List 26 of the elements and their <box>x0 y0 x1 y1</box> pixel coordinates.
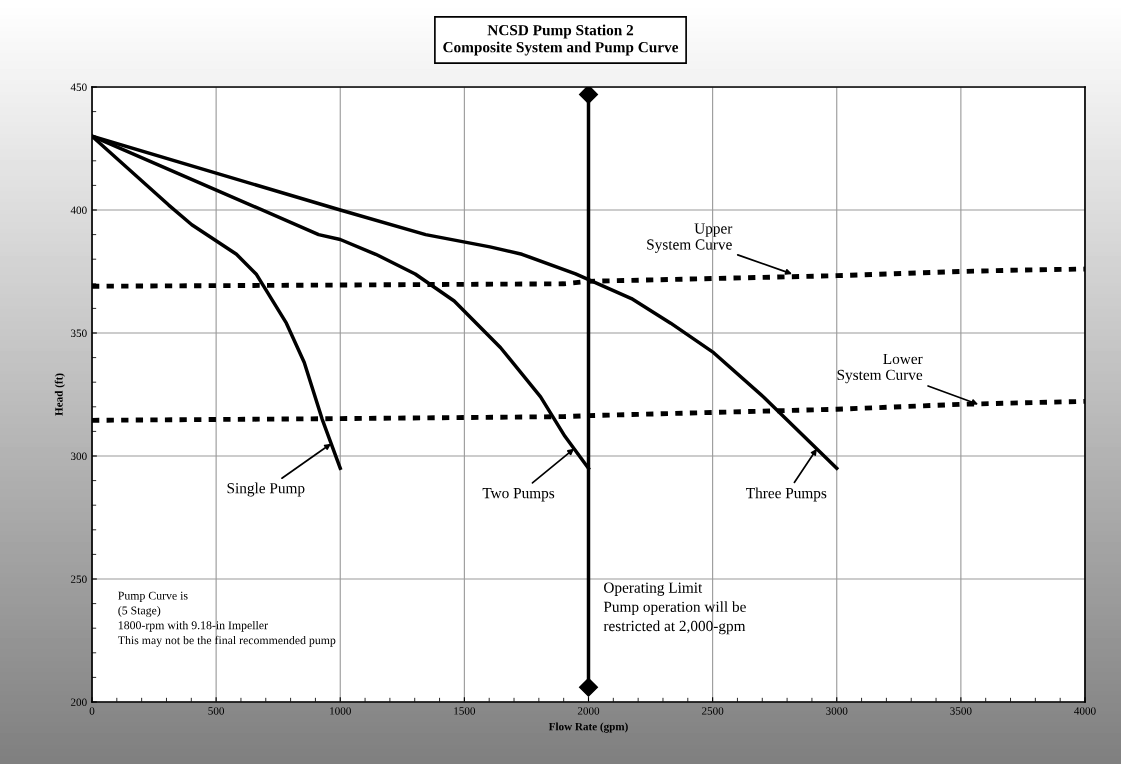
x-tick-label: 2500 <box>702 707 724 715</box>
x-tick-label: 4000 <box>1074 707 1096 715</box>
x-tick-label: 2000 <box>577 707 600 715</box>
y-tick-label: 400 <box>70 206 87 214</box>
y-axis-title: Head (ft) <box>54 373 65 416</box>
annotation: Single Pump <box>227 482 305 497</box>
y-tick-label: 200 <box>70 698 87 706</box>
x-tick-label: 500 <box>208 707 225 715</box>
x-axis-title: Flow Rate (gpm) <box>548 722 628 733</box>
x-tick-label: 3500 <box>950 707 972 715</box>
y-tick-label: 350 <box>71 329 87 337</box>
annotation: Lower System Curve <box>837 353 923 384</box>
annotation: Two Pumps <box>482 488 555 502</box>
y-tick-label: 450 <box>70 83 87 91</box>
annotation: Pump Curve is (5 Stage) 1800-rpm with 9.18-in Impeller This may not be the final recommended pump <box>118 591 336 647</box>
annotation: Upper System Curve <box>647 223 733 253</box>
x-tick-label: 1000 <box>330 707 351 715</box>
chart-title: NCSD Pump Station 2 <box>487 24 634 39</box>
annotation: Operating Limit Pump operation will be restricted at 2,000-gpm <box>603 582 746 635</box>
chart-subtitle: Composite System and Pump Curve <box>443 41 679 56</box>
y-tick-label: 250 <box>70 575 87 583</box>
y-tick-label: 300 <box>71 452 87 460</box>
x-tick-label: 0 <box>89 707 95 715</box>
x-tick-label: 3000 <box>826 707 848 715</box>
x-tick-label: 1500 <box>454 707 476 715</box>
annotation: Three Pumps <box>746 487 827 502</box>
